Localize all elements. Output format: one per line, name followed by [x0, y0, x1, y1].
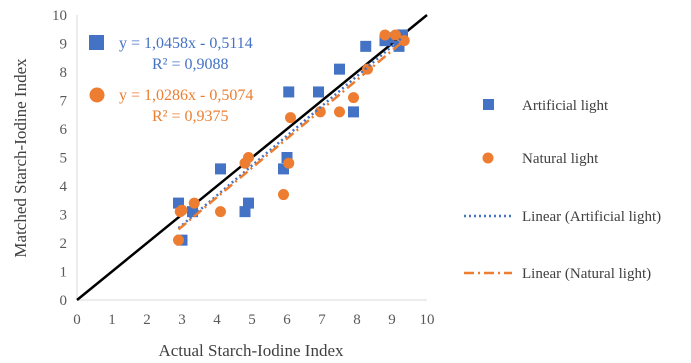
data-point-artificial	[348, 106, 359, 118]
data-point-artificial	[187, 206, 198, 218]
legend-natural-trend-label: Linear (Natural light)	[522, 266, 651, 282]
data-point-natural	[390, 29, 401, 41]
y-tick-label: 0	[60, 293, 68, 309]
data-point-artificial	[397, 29, 408, 41]
legend-artificial-label: Artificial light	[522, 98, 609, 114]
data-point-artificial	[334, 63, 345, 75]
equation-natural-text: y = 1,0286x - 0,5074	[119, 87, 253, 104]
x-tick-label: 1	[108, 312, 116, 328]
data-point-natural	[283, 157, 295, 169]
trendline-artificial	[177, 36, 404, 230]
data-point-artificial	[215, 163, 226, 175]
equation-artificial: y = 1,0458x - 0,5114 R² = 0,9088	[89, 35, 253, 73]
x-tick-label: 4	[213, 312, 221, 328]
data-point-natural	[176, 204, 188, 216]
legend-artificial-marker	[483, 99, 494, 110]
data-point-artificial	[278, 163, 289, 175]
data-point-natural	[188, 197, 200, 209]
legend-natural-marker	[482, 152, 494, 164]
x-tick-label: 2	[143, 312, 151, 328]
data-point-natural	[285, 112, 296, 124]
x-tick-label: 7	[318, 312, 326, 328]
y-tick-label: 3	[60, 208, 68, 224]
trendline-natural	[177, 39, 406, 231]
equation-natural: y = 1,0286x - 0,5074 R² = 0,9375	[89, 87, 253, 125]
x-tick-label: 3	[178, 312, 186, 328]
y-tick-label: 5	[60, 151, 68, 167]
equation-natural-r2: R² = 0,9375	[152, 108, 229, 125]
x-axis-title: Actual Starch-Iodine Index	[158, 341, 344, 360]
x-tick-label: 5	[248, 312, 256, 328]
data-point-artificial	[313, 86, 324, 98]
data-point-artificial	[360, 40, 372, 52]
legend-artificial-trend-label: Linear (Artificial light)	[522, 209, 661, 225]
data-point-artificial	[283, 86, 295, 98]
data-point-artificial	[173, 197, 184, 209]
x-tick-label: 0	[73, 312, 81, 328]
y-tick-label: 2	[60, 236, 68, 252]
y-tick-label: 1	[60, 265, 68, 281]
data-point-artificial	[243, 197, 254, 209]
y-axis-title: Matched Starch-Iodine Index	[11, 58, 30, 258]
equation-natural-marker	[89, 87, 105, 103]
x-tick-label: 10	[420, 312, 435, 328]
y-tick-label: 7	[60, 94, 68, 110]
data-point-natural	[243, 152, 254, 163]
plot-area: 0 1 2 3 4 5 6 7 8 9 10 0 1 2 3 4 5 6 7 8 9 10	[52, 8, 435, 328]
equation-artificial-marker	[89, 35, 104, 50]
data-point-artificial	[281, 152, 293, 163]
x-tick-label: 6	[283, 312, 291, 328]
data-point-natural	[379, 29, 391, 41]
legend: Artificial light Natural light Linear (A…	[464, 98, 661, 282]
equation-artificial-text: y = 1,0458x - 0,5114	[119, 35, 253, 52]
data-point-natural	[348, 92, 359, 104]
data-point-natural	[334, 106, 345, 118]
data-point-artificial	[239, 206, 251, 218]
x-tick-label: 8	[353, 312, 361, 328]
equation-artificial-r2: R² = 0,9088	[152, 56, 229, 73]
x-tick-label: 9	[388, 312, 396, 328]
legend-natural-label: Natural light	[522, 151, 599, 167]
y-tick-label: 6	[60, 122, 68, 138]
y-tick-label: 4	[60, 179, 68, 195]
data-point-natural	[278, 189, 289, 201]
y-tick-label: 9	[60, 37, 68, 53]
data-point-natural	[173, 234, 184, 246]
y-tick-label: 10	[52, 8, 67, 24]
y-tick-label: 8	[60, 65, 68, 81]
data-point-natural	[215, 206, 226, 218]
